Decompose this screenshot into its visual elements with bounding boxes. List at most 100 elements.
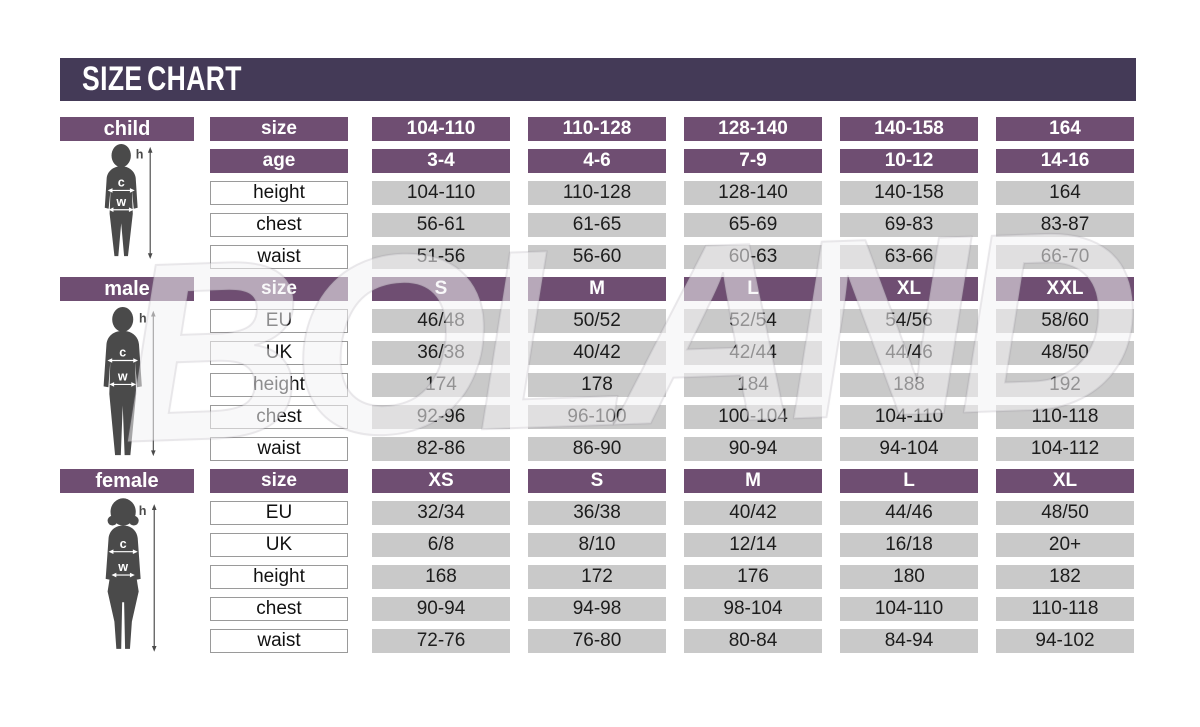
row-waist: waist72-7676-8080-8484-9494-102 xyxy=(210,629,1134,653)
data-cell: 104-110 xyxy=(372,181,510,205)
data-cell: 36/38 xyxy=(528,501,666,525)
header-cell: 128-140 xyxy=(684,117,822,141)
data-cell: 52/54 xyxy=(684,309,822,333)
data-cell: 104-110 xyxy=(840,405,978,429)
section-label-child: child xyxy=(60,117,194,141)
row-label-size: size xyxy=(210,277,348,301)
figure-hair xyxy=(108,516,118,526)
header-cell: XS xyxy=(372,469,510,493)
row-height: height 104-110 110-128 128-140 140-158 164 xyxy=(210,181,1134,205)
data-cell: 16/18 xyxy=(840,533,978,557)
header-cell: 10-12 xyxy=(840,149,978,173)
data-cell: 48/50 xyxy=(996,341,1134,365)
header-cell: L xyxy=(840,469,978,493)
data-cell: 58/60 xyxy=(996,309,1134,333)
row-label-chest: chest xyxy=(210,597,348,621)
data-cell: 12/14 xyxy=(684,533,822,557)
data-cell: 110-128 xyxy=(528,181,666,205)
header-cell: XXL xyxy=(996,277,1134,301)
data-cell: 86-90 xyxy=(528,437,666,461)
data-cell: 90-94 xyxy=(372,597,510,621)
row-label-size: size xyxy=(210,117,348,141)
data-cell: 56-60 xyxy=(528,245,666,269)
figure-hair xyxy=(129,516,139,526)
waist-label: w xyxy=(115,195,126,209)
data-cell: 110-118 xyxy=(996,597,1134,621)
row-label-UK: UK xyxy=(210,533,348,557)
data-cell: 51-56 xyxy=(372,245,510,269)
row-EU: EU 46/48 50/52 52/54 54/56 58/60 xyxy=(210,309,1134,333)
row-waist: waist51-5656-6060-6363-6666-70 xyxy=(210,245,1134,269)
child-figure-icon: c w h xyxy=(96,144,158,260)
data-cell: 110-118 xyxy=(996,405,1134,429)
height-arrow xyxy=(152,504,157,652)
row-label-UK: UK xyxy=(210,341,348,365)
data-cell: 61-65 xyxy=(528,213,666,237)
data-cell: 40/42 xyxy=(684,501,822,525)
data-cell: 50/52 xyxy=(528,309,666,333)
male-figure-icon: c w h xyxy=(94,306,161,459)
section-rows: size104-110110-128128-140140-158164age3-… xyxy=(210,117,1134,277)
data-cell: 128-140 xyxy=(684,181,822,205)
data-cell: 180 xyxy=(840,565,978,589)
row-label-size: size xyxy=(210,469,348,493)
row-size: size XS SML XL xyxy=(210,469,1134,493)
data-cell: 184 xyxy=(684,373,822,397)
data-cell: 98-104 xyxy=(684,597,822,621)
data-cell: 40/42 xyxy=(528,341,666,365)
chest-label: c xyxy=(120,537,127,551)
row-label-height: height xyxy=(210,373,348,397)
data-cell: 94-102 xyxy=(996,629,1134,653)
row-size: size104-110110-128128-140140-158164 xyxy=(210,117,1134,141)
data-cell: 44/46 xyxy=(840,341,978,365)
data-cell: 182 xyxy=(996,565,1134,589)
row-label-height: height xyxy=(210,181,348,205)
row-UK: UK6/88/1012/1416/1820+ xyxy=(210,533,1134,557)
header-cell: M xyxy=(528,277,666,301)
header-cell: XL xyxy=(996,469,1134,493)
data-cell: 69-83 xyxy=(840,213,978,237)
header-cell: S xyxy=(528,469,666,493)
height-arrow xyxy=(151,311,156,456)
row-label-chest: chest xyxy=(210,213,348,237)
header-cell: 14-16 xyxy=(996,149,1134,173)
data-cell: 72-76 xyxy=(372,629,510,653)
header-cell: 140-158 xyxy=(840,117,978,141)
row-label-waist: waist xyxy=(210,629,348,653)
section-rows: sizeSMLXLXXLEU46/4850/5252/5454/5658/60U… xyxy=(210,277,1134,469)
size-table: child c w h size 104-110 110-128 128-140 140… xyxy=(60,117,1136,687)
data-cell: 164 xyxy=(996,181,1134,205)
header-cell: 164 xyxy=(996,117,1134,141)
data-cell: 56-61 xyxy=(372,213,510,237)
data-cell: 100-104 xyxy=(684,405,822,429)
data-cell: 8/10 xyxy=(528,533,666,557)
data-cell: 42/44 xyxy=(684,341,822,365)
waist-label: w xyxy=(117,560,128,574)
data-cell: 94-98 xyxy=(528,597,666,621)
row-size: sizeSMLXLXXL xyxy=(210,277,1134,301)
header-cell: S xyxy=(372,277,510,301)
data-cell: 168 xyxy=(372,565,510,589)
data-cell: 82-86 xyxy=(372,437,510,461)
row-age: age3-44-67-910-1214-16 xyxy=(210,149,1134,173)
data-cell: 96-100 xyxy=(528,405,666,429)
data-cell: 140-158 xyxy=(840,181,978,205)
row-label-chest: chest xyxy=(210,405,348,429)
row-waist: waist82-8686-9090-9494-104104-112 xyxy=(210,437,1134,461)
data-cell: 104-112 xyxy=(996,437,1134,461)
height-arrow xyxy=(148,147,153,259)
data-cell: 60-63 xyxy=(684,245,822,269)
data-cell: 54/56 xyxy=(840,309,978,333)
row-label-EU: EU xyxy=(210,309,348,333)
header-cell: 110-128 xyxy=(528,117,666,141)
data-cell: 76-80 xyxy=(528,629,666,653)
data-cell: 20+ xyxy=(996,533,1134,557)
data-cell: 94-104 xyxy=(840,437,978,461)
data-cell: 46/48 xyxy=(372,309,510,333)
row-chest: chest90-9494-9898-104104-110110-118 xyxy=(210,597,1134,621)
header-cell: 3-4 xyxy=(372,149,510,173)
row-label-waist: waist xyxy=(210,437,348,461)
data-cell: 188 xyxy=(840,373,978,397)
section-label-male: male xyxy=(60,277,194,301)
header-cell: M xyxy=(684,469,822,493)
